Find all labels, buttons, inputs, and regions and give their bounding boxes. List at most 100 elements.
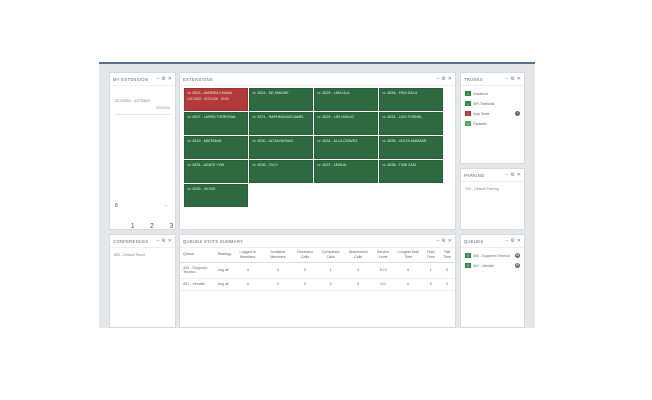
extensions-panel: EXTENSIONS – ⚙ ✕ ☏8223 - ANDREA CHANA 123…: [179, 72, 456, 230]
extension-label: 8239 - VICKIE: [192, 187, 216, 191]
phone-icon: ☏: [317, 139, 322, 143]
column-header: Available Members: [263, 248, 293, 263]
queue-item[interactable]: ☰ 401 - Vendite ⚙: [465, 263, 520, 268]
column-header: Abandoned Calls: [344, 248, 373, 263]
table-cell: 0.0: [372, 278, 394, 292]
gear-icon[interactable]: ⚙: [510, 75, 515, 82]
queue-icon: ☰: [465, 263, 471, 268]
phone-icon: ☏: [382, 139, 387, 143]
table-row[interactable]: 401 - Vendite ring all 0 0 0 2 0 0.0 0 2 0: [180, 278, 455, 292]
table-cell: 0: [439, 262, 455, 280]
extension-tile[interactable]: ☏8235 - VOLTA MAMADE: [379, 136, 443, 159]
operator-panel-app: MY EXTENSION – ⚙ ✕ 2270025 - 2270300 000…: [99, 62, 535, 328]
extension-tile[interactable]: ☏8226 - FEW DALU: [379, 88, 443, 111]
info-icon[interactable]: i: [515, 111, 520, 116]
table-cell: ring all: [216, 278, 233, 292]
extension-tile[interactable]: ☏8239 - VICKIE: [184, 184, 248, 207]
extension-tile[interactable]: ☏8271 - RAPHMANUELIAMEL: [249, 112, 313, 135]
trunk-item[interactable]: ✓ SIP-Telefonia: [465, 101, 520, 106]
table-row[interactable]: 400 - Supporto Tecnico ring all 4 4 0 1 4 10.0 0…: [180, 262, 455, 280]
close-icon[interactable]: ✕: [447, 237, 452, 244]
extension-tile[interactable]: ☏8231 - ALLA CHAVEZ: [314, 136, 378, 159]
settings-icon[interactable]: ⚙: [515, 263, 520, 268]
parking-slot[interactable]: 700 - Default Parking: [465, 187, 499, 191]
column-header: Longest Wait Time: [393, 248, 423, 263]
minimize-icon[interactable]: –: [505, 75, 509, 82]
phone-icon: ☏: [382, 91, 387, 95]
extension-tile[interactable]: ☏8223 - ANDREA CHANA 12370002 - 02791000 …: [184, 88, 248, 111]
gear-icon[interactable]: ⚙: [441, 75, 446, 82]
table-cell: 0: [263, 278, 293, 292]
column-header: Strategy: [216, 248, 233, 263]
phone-icon: ☏: [252, 139, 257, 143]
close-icon[interactable]: ✕: [167, 75, 172, 82]
dial-display[interactable]: 8 -: [115, 203, 167, 209]
extension-label: 8229 - LIEU MALIG: [322, 115, 354, 119]
my-extension-header: MY EXTENSION – ⚙ ✕: [110, 73, 175, 86]
gear-icon[interactable]: ⚙: [161, 75, 166, 82]
close-icon[interactable]: ✕: [516, 171, 521, 178]
trunks-panel: TRUNKS – ⚙ ✕ ✓ Vodafone ✓ SIP-Telefonia ✓ Voi…: [460, 72, 525, 164]
phone-icon: ☏: [187, 139, 192, 143]
panel-title: QUEUES STATS SUMMARY: [183, 238, 244, 244]
settings-icon[interactable]: ⚙: [515, 253, 520, 258]
trunk-item[interactable]: ✓ Voip Sede i: [465, 111, 520, 116]
extension-tile[interactable]: ☏8227 - LARRA TORRONAL: [184, 112, 248, 135]
conference-room[interactable]: 800 - Default Room: [114, 253, 146, 257]
close-icon[interactable]: ✕: [516, 237, 521, 244]
gear-icon[interactable]: ⚙: [161, 237, 166, 244]
gear-icon[interactable]: ⚙: [510, 171, 515, 178]
queue-item[interactable]: ☰ 400 - Supporto Tecnico ⚙: [465, 253, 520, 258]
extension-tile[interactable]: ☏8236 - TACY: [249, 160, 313, 183]
trunk-list: ✓ Vodafone ✓ SIP-Telefonia ✓ Voip Sede i ✓ Fastw…: [461, 91, 524, 126]
key-3[interactable]: 3: [169, 223, 174, 230]
queue-label: 401 - Vendite: [473, 263, 495, 268]
queues-header: QUEUES – ⚙ ✕: [461, 235, 524, 248]
table-cell: 4: [263, 262, 293, 280]
extension-tile[interactable]: ☏8229 - LIEU MALIG: [314, 112, 378, 135]
extension-number: 2270025 - 2270300: [115, 98, 150, 103]
phone-icon: ☏: [187, 163, 192, 167]
key-2[interactable]: 2: [150, 223, 154, 230]
minimize-icon[interactable]: –: [505, 237, 509, 244]
conferences-header: CONFERENCES – ⚙ ✕: [110, 235, 175, 248]
extensions-header: EXTENSIONS – ⚙ ✕: [180, 73, 455, 86]
trunk-item[interactable]: ✓ Fastweb: [465, 121, 520, 126]
extension-sub: 0000000: [156, 106, 170, 110]
column-header: Queue: [180, 248, 217, 263]
trunk-status-icon: ✓: [465, 101, 471, 106]
extension-tile[interactable]: ☏8219 - MATEMAN: [184, 136, 248, 159]
backspace-icon[interactable]: -: [165, 203, 167, 209]
extension-tile[interactable]: ☏8230 - ALTAN NOVAD: [249, 136, 313, 159]
trunk-item[interactable]: ✓ Vodafone: [465, 91, 520, 96]
queues-panel: QUEUES – ⚙ ✕ ☰ 400 - Supporto Tecnico ⚙ ☰ 40…: [460, 234, 525, 328]
gear-icon[interactable]: ⚙: [441, 237, 446, 244]
close-icon[interactable]: ✕: [516, 75, 521, 82]
extension-tile[interactable]: ☏8224 - DE ANILINE: [249, 88, 313, 111]
close-icon[interactable]: ✕: [167, 237, 172, 244]
phone-icon: ☏: [187, 91, 192, 95]
extension-label: 8236 - TACY: [257, 163, 278, 167]
minimize-icon[interactable]: –: [436, 237, 440, 244]
conferences-panel: CONFERENCES – ⚙ ✕ 800 - Default Room: [109, 234, 176, 328]
minimize-icon[interactable]: –: [436, 75, 440, 82]
phone-icon: ☏: [317, 91, 322, 95]
extension-tile[interactable]: ☏8238 - TONI ZAKI: [379, 160, 443, 183]
close-icon[interactable]: ✕: [447, 75, 452, 82]
extension-tile[interactable]: ☏8234 - AGATE YON: [184, 160, 248, 183]
extension-tile[interactable]: ☏8237 - LEMUA: [314, 160, 378, 183]
queue-list: ☰ 400 - Supporto Tecnico ⚙ ☰ 401 - Vendite ⚙: [461, 253, 524, 268]
extension-tile[interactable]: ☏8231 - LUIS FORNEL: [379, 112, 443, 135]
table-header-row: Queue Strategy Logged In Members Available …: [180, 248, 455, 263]
minimize-icon[interactable]: –: [505, 171, 509, 178]
minimize-icon[interactable]: –: [156, 237, 160, 244]
extension-tile[interactable]: ☏8225 - LINA ULA: [314, 88, 378, 111]
trunk-label: SIP-Telefonia: [473, 101, 495, 106]
trunk-status-icon: ✓: [465, 121, 471, 126]
minimize-icon[interactable]: –: [156, 75, 160, 82]
extension-label: 8234 - AGATE YON: [192, 163, 225, 167]
extension-label: 8271 - RAPHMANUELIAMEL: [257, 115, 305, 119]
table-cell: 2: [422, 278, 440, 292]
gear-icon[interactable]: ⚙: [510, 237, 515, 244]
key-1[interactable]: 1: [130, 223, 135, 230]
